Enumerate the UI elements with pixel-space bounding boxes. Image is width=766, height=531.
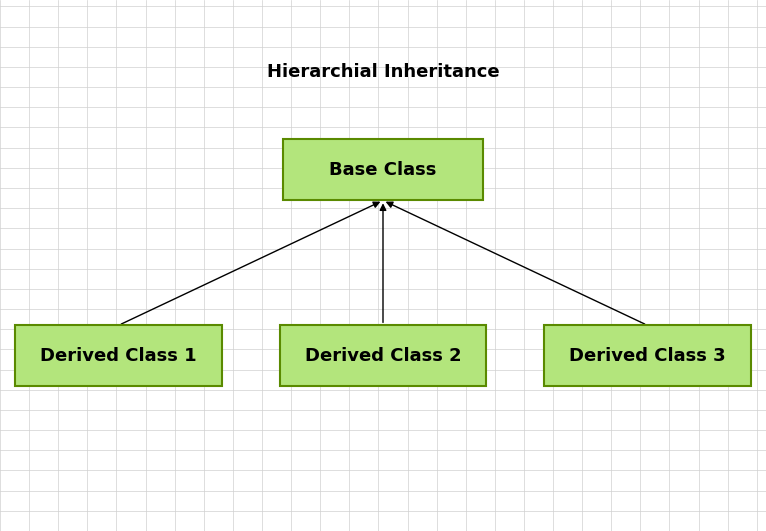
FancyBboxPatch shape [283, 139, 483, 200]
FancyBboxPatch shape [544, 325, 751, 387]
Text: Base Class: Base Class [329, 161, 437, 179]
FancyBboxPatch shape [280, 325, 486, 387]
Text: Derived Class 1: Derived Class 1 [41, 347, 197, 365]
Text: Derived Class 2: Derived Class 2 [305, 347, 461, 365]
Text: Hierarchial Inheritance: Hierarchial Inheritance [267, 63, 499, 81]
FancyBboxPatch shape [15, 325, 222, 387]
Text: Derived Class 3: Derived Class 3 [569, 347, 725, 365]
